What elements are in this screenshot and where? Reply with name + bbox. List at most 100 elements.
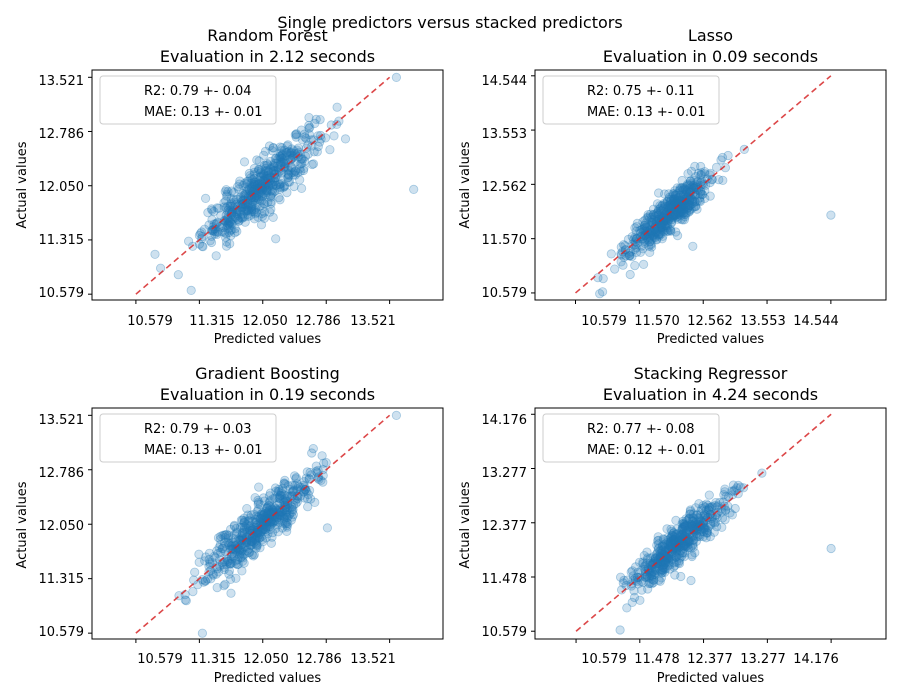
data-point — [267, 186, 277, 196]
data-point — [288, 153, 298, 163]
data-point — [628, 571, 639, 581]
data-point — [291, 472, 301, 483]
data-point — [276, 178, 286, 189]
data-point — [625, 269, 635, 280]
data-point — [289, 146, 299, 156]
data-point — [826, 210, 836, 220]
data-point — [275, 151, 285, 161]
data-point — [285, 484, 295, 494]
data-point — [238, 180, 248, 190]
legend-entry-mae: MAE: 0.13 +- 0.01 — [587, 105, 706, 120]
data-point — [656, 229, 666, 239]
data-point — [226, 588, 236, 598]
data-point — [266, 204, 276, 214]
data-point — [673, 193, 683, 203]
data-point — [250, 181, 260, 191]
data-point — [262, 179, 272, 189]
data-point — [627, 232, 637, 242]
data-point — [631, 226, 641, 236]
data-point — [666, 218, 676, 228]
x-axis-label: Predicted values — [657, 671, 765, 686]
data-point — [652, 199, 663, 209]
data-point — [247, 182, 257, 192]
data-point — [253, 179, 263, 189]
y-tick-label: 12.377 — [482, 519, 528, 534]
y-axis-label: Actual values — [458, 481, 473, 568]
data-point — [246, 184, 256, 194]
data-point — [298, 154, 308, 164]
data-point — [268, 508, 279, 518]
data-point — [621, 251, 631, 261]
data-point — [275, 142, 285, 152]
data-point — [239, 518, 249, 528]
data-point — [288, 170, 298, 180]
data-point — [670, 190, 681, 200]
data-point — [265, 180, 276, 190]
data-point — [308, 159, 319, 169]
data-point — [300, 484, 310, 494]
data-point — [194, 557, 204, 567]
data-point — [254, 156, 264, 166]
data-point — [212, 203, 222, 213]
data-point — [671, 210, 681, 220]
data-point — [305, 122, 315, 133]
data-point — [624, 251, 634, 261]
data-point — [728, 480, 739, 490]
data-point — [640, 215, 650, 225]
data-point — [716, 155, 726, 165]
data-point — [685, 200, 695, 211]
y-tick-label: 11.315 — [39, 233, 85, 248]
data-point — [679, 215, 689, 225]
data-point — [678, 184, 689, 194]
data-point — [696, 189, 706, 199]
data-point — [658, 216, 668, 226]
data-point — [637, 241, 647, 251]
data-point — [259, 169, 269, 180]
data-point — [211, 251, 221, 261]
data-point — [275, 151, 285, 162]
data-point — [659, 535, 669, 545]
data-point — [258, 510, 268, 520]
data-point — [638, 244, 648, 254]
data-point — [270, 173, 280, 183]
data-point — [290, 170, 300, 180]
data-point — [658, 231, 668, 241]
data-point — [253, 192, 263, 202]
data-point — [212, 218, 222, 228]
data-point — [674, 556, 684, 566]
data-point — [232, 543, 242, 553]
data-point — [675, 185, 685, 195]
data-point — [340, 134, 351, 144]
data-point — [632, 218, 642, 228]
data-point — [325, 145, 335, 155]
data-point — [702, 174, 712, 184]
data-point — [409, 184, 419, 194]
data-point — [269, 158, 280, 168]
legend-entry-r2: R2: 0.77 +- 0.08 — [587, 422, 695, 437]
data-point — [222, 560, 232, 570]
data-point — [662, 226, 672, 236]
data-point — [252, 540, 262, 550]
data-point — [668, 199, 678, 209]
data-point — [216, 211, 226, 221]
data-point — [671, 190, 681, 200]
data-point — [244, 168, 254, 179]
data-point — [208, 222, 218, 232]
data-point — [208, 225, 218, 235]
data-point — [242, 503, 252, 514]
data-point — [321, 457, 331, 468]
data-point — [675, 207, 685, 217]
data-point — [251, 209, 261, 219]
data-point — [598, 273, 608, 284]
data-point — [296, 154, 307, 164]
data-point — [657, 200, 668, 210]
data-point — [677, 183, 687, 193]
data-point — [626, 247, 636, 257]
data-point — [659, 221, 670, 231]
data-point — [268, 143, 278, 153]
data-point — [254, 176, 264, 186]
data-point — [683, 207, 694, 217]
data-point — [224, 217, 235, 227]
data-point — [240, 178, 250, 188]
data-point — [244, 185, 254, 195]
